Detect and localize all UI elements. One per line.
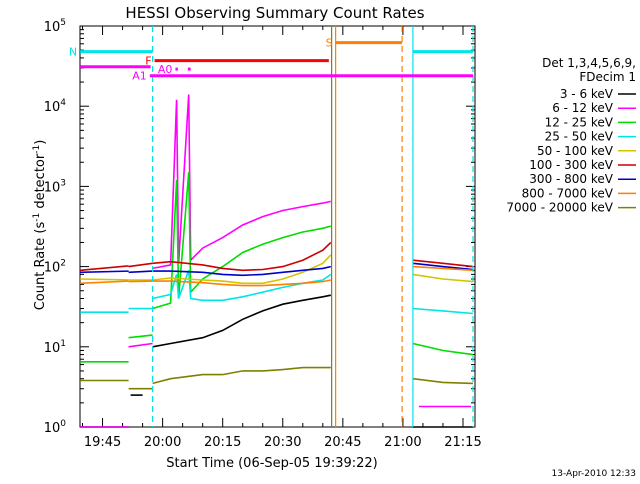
- x-tick-label: 20:45: [324, 435, 361, 450]
- series-line: [152, 294, 331, 348]
- series-line: [412, 262, 474, 271]
- y-tick-label: 102: [44, 259, 66, 276]
- y-tick-label: 105: [44, 18, 66, 35]
- series-line: [152, 366, 331, 385]
- legend-header-2: FDecim 1: [579, 70, 636, 84]
- series-line: [128, 334, 153, 339]
- y-tick-label: 103: [44, 178, 66, 195]
- x-tick-label: 20:00: [144, 435, 181, 450]
- y-axis-label-main: Count Rate (s: [33, 222, 48, 311]
- y-tick-label: 100: [44, 419, 67, 436]
- footer-timestamp: 13-Apr-2010 12:33: [552, 469, 636, 479]
- series-line: [80, 278, 129, 281]
- legend-entry-label: 50 - 100 keV: [537, 144, 614, 158]
- flag-label: A0: [158, 63, 173, 76]
- chart-title: HESSI Observing Summary Count Rates: [125, 4, 424, 22]
- flag-label: S: [326, 37, 333, 50]
- series-line: [128, 280, 153, 283]
- series-line: [412, 273, 474, 283]
- x-tick-label: 20:15: [204, 435, 241, 450]
- legend-entry-label: 300 - 800 keV: [529, 172, 613, 186]
- series-line: [152, 241, 332, 272]
- series-line: [412, 259, 474, 268]
- series-line: [152, 265, 331, 277]
- series-line: [128, 342, 153, 348]
- series-line: [128, 262, 153, 268]
- legend-entry-label: 3 - 6 keV: [560, 87, 614, 101]
- series-line: [128, 270, 153, 274]
- flag-label: F: [145, 55, 151, 68]
- plot-frame: [79, 25, 476, 428]
- series-line: [412, 307, 474, 315]
- series-line: [412, 265, 474, 272]
- legend-entry-label: 7000 - 20000 keV: [506, 201, 613, 215]
- x-axis-label: Start Time (06-Sep-05 19:39:22): [166, 456, 377, 471]
- legend-header-1: Det 1,3,4,5,6,9,: [542, 56, 636, 70]
- x-tick-label: 19:45: [84, 435, 121, 450]
- y-tick-label: 101: [44, 339, 66, 356]
- flag-label: A1: [132, 70, 147, 83]
- legend-entry-label: 100 - 300 keV: [529, 158, 613, 172]
- series-line: [412, 377, 474, 385]
- series-line: [152, 254, 332, 285]
- y-axis-label-end: ): [33, 140, 48, 145]
- series-line: [80, 265, 129, 272]
- x-tick-label: 21:15: [444, 435, 481, 450]
- legend-entry-label: 800 - 7000 keV: [522, 186, 614, 200]
- legend-entry-label: 6 - 12 keV: [552, 101, 614, 115]
- series-line: [80, 270, 129, 274]
- flag-label: N: [69, 46, 77, 59]
- series-line: [412, 342, 474, 356]
- y-axis-label-mid: detector: [33, 153, 48, 213]
- y-axis-label: Count Rate (s-1 detector-1): [32, 140, 48, 311]
- y-tick-label: 104: [44, 98, 67, 115]
- y-axis-label-exp1: -1: [32, 213, 42, 222]
- series-line: [152, 94, 331, 270]
- series-line: [152, 279, 331, 287]
- x-tick-label: 21:00: [384, 435, 421, 450]
- series-line: [80, 280, 129, 285]
- x-tick-label: 20:30: [264, 435, 301, 450]
- legend-entry-label: 25 - 50 keV: [545, 130, 614, 144]
- legend-entry-label: 12 - 25 keV: [545, 115, 614, 129]
- y-axis-label-exp2: -1: [32, 145, 42, 154]
